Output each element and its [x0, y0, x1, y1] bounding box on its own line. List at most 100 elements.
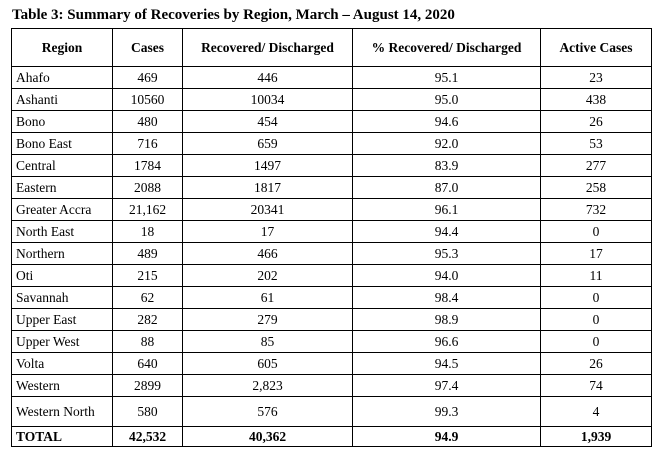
table-row: Northern 489 466 95.3 17 — [11, 242, 652, 265]
value-cell: 480 — [112, 110, 183, 133]
value-cell: 10560 — [112, 88, 183, 111]
value-cell: 21,162 — [112, 198, 183, 221]
value-cell: 2088 — [112, 176, 183, 199]
value-cell: 23 — [540, 66, 652, 89]
value-cell: 98.4 — [352, 286, 541, 309]
value-cell: 95.3 — [352, 242, 541, 265]
region-cell: Western — [11, 374, 113, 397]
column-header: Region — [11, 28, 113, 67]
value-cell: 10034 — [182, 88, 353, 111]
value-cell: 4 — [540, 396, 652, 427]
value-cell: 96.1 — [352, 198, 541, 221]
value-cell: 99.3 — [352, 396, 541, 427]
value-cell: 0 — [540, 286, 652, 309]
value-cell: 94.4 — [352, 220, 541, 243]
value-cell: 0 — [540, 308, 652, 331]
value-cell: 1,939 — [540, 426, 652, 447]
table-row: Oti 215 202 94.0 11 — [11, 264, 652, 287]
value-cell: 20341 — [182, 198, 353, 221]
table-row: Savannah 62 61 98.4 0 — [11, 286, 652, 309]
value-cell: 26 — [540, 110, 652, 133]
table-row: Western 2899 2,823 97.4 74 — [11, 374, 652, 397]
data-table: Region Cases Recovered/ Discharged% Recove… — [11, 28, 652, 447]
value-cell: 469 — [112, 66, 183, 89]
value-cell: 1497 — [182, 154, 353, 177]
value-cell: 0 — [540, 220, 652, 243]
value-cell: 1784 — [112, 154, 183, 177]
column-header: Active Cases — [540, 28, 652, 67]
value-cell: 74 — [540, 374, 652, 397]
table-row: Western North 580 576 99.3 4 — [11, 396, 652, 427]
table-row: Greater Accra 21,162 20341 96.1 732 — [11, 198, 652, 221]
value-cell: 454 — [182, 110, 353, 133]
value-cell: 2,823 — [182, 374, 353, 397]
value-cell: 215 — [112, 264, 183, 287]
value-cell: 94.0 — [352, 264, 541, 287]
region-cell: Eastern — [11, 176, 113, 199]
table-title: Table 3: Summary of Recoveries by Region… — [12, 7, 455, 23]
value-cell: 640 — [112, 352, 183, 375]
value-cell: 438 — [540, 88, 652, 111]
region-cell: TOTAL — [11, 426, 113, 447]
region-cell: Ashanti — [11, 88, 113, 111]
value-cell: 40,362 — [182, 426, 353, 447]
value-cell: 446 — [182, 66, 353, 89]
value-cell: 62 — [112, 286, 183, 309]
value-cell: 659 — [182, 132, 353, 155]
value-cell: 11 — [540, 264, 652, 287]
region-cell: Bono — [11, 110, 113, 133]
value-cell: 83.9 — [352, 154, 541, 177]
region-cell: Western North — [11, 396, 113, 427]
value-cell: 202 — [182, 264, 353, 287]
table-row: Central 1784 1497 83.9 277 — [11, 154, 652, 177]
value-cell: 732 — [540, 198, 652, 221]
value-cell: 1817 — [182, 176, 353, 199]
region-cell: Bono East — [11, 132, 113, 155]
value-cell: 53 — [540, 132, 652, 155]
value-cell: 94.6 — [352, 110, 541, 133]
value-cell: 94.9 — [352, 426, 541, 447]
table-row: Upper East 282 279 98.9 0 — [11, 308, 652, 331]
table-row: Volta 640 605 94.5 26 — [11, 352, 652, 375]
value-cell: 95.0 — [352, 88, 541, 111]
region-cell: Central — [11, 154, 113, 177]
region-cell: Upper West — [11, 330, 113, 353]
value-cell: 580 — [112, 396, 183, 427]
value-cell: 17 — [182, 220, 353, 243]
table-row: Bono East 716 659 92.0 53 — [11, 132, 652, 155]
value-cell: 92.0 — [352, 132, 541, 155]
value-cell: 97.4 — [352, 374, 541, 397]
value-cell: 576 — [182, 396, 353, 427]
value-cell: 85 — [182, 330, 353, 353]
region-cell: Oti — [11, 264, 113, 287]
value-cell: 42,532 — [112, 426, 183, 447]
table-row: Ahafo 469 446 95.1 23 — [11, 66, 652, 89]
table-row: Eastern 2088 1817 87.0 258 — [11, 176, 652, 199]
region-cell: Volta — [11, 352, 113, 375]
value-cell: 716 — [112, 132, 183, 155]
table-row: Upper West 88 85 96.6 0 — [11, 330, 652, 353]
region-cell: Savannah — [11, 286, 113, 309]
total-row: TOTAL 42,532 40,362 94.9 1,939 — [11, 426, 652, 447]
value-cell: 18 — [112, 220, 183, 243]
value-cell: 98.9 — [352, 308, 541, 331]
header-row: Region Cases Recovered/ Discharged% Recove… — [11, 28, 652, 67]
value-cell: 258 — [540, 176, 652, 199]
table-row: Ashanti 10560 10034 95.0 438 — [11, 88, 652, 111]
column-header: % Recovered/ Discharged — [352, 28, 541, 67]
value-cell: 466 — [182, 242, 353, 265]
value-cell: 0 — [540, 330, 652, 353]
value-cell: 17 — [540, 242, 652, 265]
value-cell: 277 — [540, 154, 652, 177]
value-cell: 26 — [540, 352, 652, 375]
value-cell: 94.5 — [352, 352, 541, 375]
region-cell: Upper East — [11, 308, 113, 331]
value-cell: 61 — [182, 286, 353, 309]
table-row: North East 18 17 94.4 0 — [11, 220, 652, 243]
value-cell: 2899 — [112, 374, 183, 397]
region-cell: North East — [11, 220, 113, 243]
value-cell: 95.1 — [352, 66, 541, 89]
column-header: Cases — [112, 28, 183, 67]
value-cell: 87.0 — [352, 176, 541, 199]
